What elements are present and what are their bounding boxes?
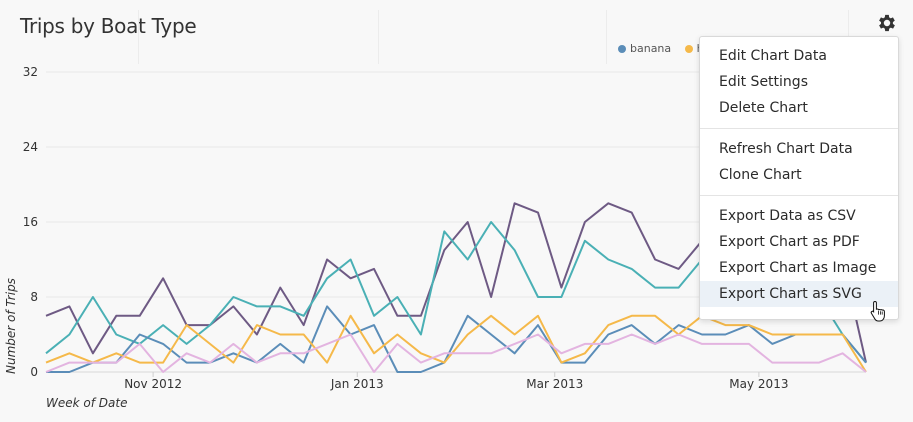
- menu-item-edit-settings[interactable]: Edit Settings: [719, 74, 808, 90]
- x-tick-label: Nov 2012: [124, 377, 182, 391]
- menu-group-edit: Edit Chart Data Edit Settings Delete Cha…: [700, 37, 898, 127]
- menu-item-refresh-chart-data[interactable]: Refresh Chart Data: [719, 141, 853, 157]
- series-line-4: [45, 314, 867, 373]
- y-axis-title: Number of Trips: [4, 278, 18, 374]
- menu-item-clone-chart[interactable]: Clone Chart: [719, 167, 802, 183]
- y-tick-label: 0: [30, 365, 38, 379]
- chart-options-menu: Edit Chart Data Edit Settings Delete Cha…: [699, 36, 899, 320]
- legend-label: banana: [630, 42, 672, 55]
- series-line-5: [45, 333, 867, 373]
- menu-item-delete-chart[interactable]: Delete Chart: [719, 100, 808, 116]
- legend-swatch: [618, 45, 626, 53]
- series-line-3: [46, 305, 867, 373]
- menu-item-export-chart-image[interactable]: Export Chart as Image: [719, 260, 877, 276]
- x-tick-label: Jan 2013: [330, 377, 384, 391]
- menu-item-export-chart-pdf[interactable]: Export Chart as PDF: [719, 234, 860, 250]
- menu-divider: [700, 128, 898, 129]
- y-tick-label: 32: [23, 65, 38, 79]
- x-axis-title: Week of Date: [46, 396, 128, 410]
- x-tick-label: Mar 2013: [526, 377, 583, 391]
- menu-item-export-chart-svg[interactable]: Export Chart as SVG: [700, 281, 898, 307]
- menu-item-edit-chart-data[interactable]: Edit Chart Data: [719, 48, 827, 64]
- chart-title: Trips by Boat Type: [20, 14, 197, 38]
- legend-item-banana[interactable]: banana: [618, 42, 671, 56]
- header-divider: [378, 10, 379, 64]
- header-divider: [138, 10, 139, 64]
- menu-group-refresh: Refresh Chart Data Clone Chart: [700, 130, 898, 194]
- header-divider: [606, 10, 607, 64]
- x-tick-label: May 2013: [729, 377, 788, 391]
- y-tick-label: 8: [30, 290, 38, 304]
- gear-icon[interactable]: [876, 12, 898, 34]
- hand-pointer-icon: [870, 300, 885, 322]
- y-tick-label: 24: [23, 140, 38, 154]
- menu-item-export-data-csv[interactable]: Export Data as CSV: [719, 208, 856, 224]
- menu-group-export: Export Data as CSV Export Chart as PDF E…: [700, 197, 898, 313]
- legend-swatch: [684, 45, 693, 53]
- menu-divider: [700, 195, 898, 196]
- y-tick-label: 16: [23, 215, 38, 229]
